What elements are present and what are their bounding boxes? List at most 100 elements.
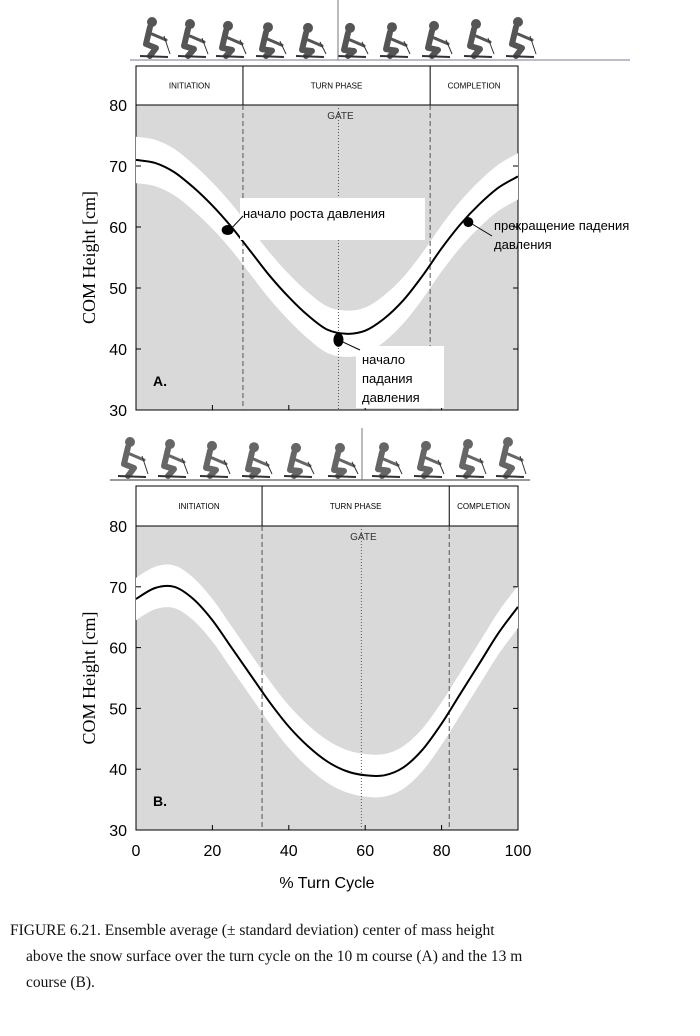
skier-figure-a-5 bbox=[295, 22, 327, 59]
caption-line-3: course (B). bbox=[26, 974, 95, 991]
skier-ski-b-4 bbox=[241, 475, 271, 478]
y-tick-label-a-60: 60 bbox=[109, 220, 127, 237]
skier-figure-b-5 bbox=[283, 442, 315, 479]
chart-b: INITIATION TURN PHASE COMPLETION GATE 30… bbox=[79, 485, 532, 892]
plot-area-a bbox=[135, 104, 519, 411]
skier-arm-a-1 bbox=[150, 32, 168, 42]
skier-arm-a-5 bbox=[306, 38, 324, 48]
phase-label-initiation-b: INITIATION bbox=[178, 502, 219, 511]
skier-arm-b-9 bbox=[466, 454, 484, 464]
gate-label-b: GATE bbox=[350, 532, 377, 543]
phase-label-turn-phase-a: TURN PHASE bbox=[311, 82, 363, 91]
skier-body-b-7 bbox=[375, 449, 391, 479]
skier-ski-a-4 bbox=[255, 55, 285, 58]
annotation-text-3-line-1: прекращение падения bbox=[494, 218, 629, 233]
skier-pole-a-2 bbox=[201, 37, 209, 55]
skier-arm-b-8 bbox=[424, 456, 442, 466]
skier-figure-b-2 bbox=[157, 439, 189, 479]
skier-arm-a-9 bbox=[474, 34, 492, 44]
caption-line-2: above the snow surface over the turn cyc… bbox=[26, 948, 523, 965]
skier-ski-a-3 bbox=[215, 55, 245, 58]
phase-label-completion-a: COMPLETION bbox=[448, 82, 501, 91]
x-tick-label-100: 100 bbox=[505, 843, 532, 860]
y-tick-label-b-30: 30 bbox=[109, 823, 127, 840]
y-tick-label-a-50: 50 bbox=[109, 281, 127, 298]
skier-body-b-1 bbox=[121, 444, 137, 479]
skier-arm-a-7 bbox=[390, 37, 408, 47]
annotation-text-2-line-3: давления bbox=[362, 390, 420, 405]
skier-pole-a-6 bbox=[361, 41, 369, 55]
skier-figure-a-6 bbox=[337, 22, 369, 59]
y-tick-label-a-30: 30 bbox=[109, 403, 127, 420]
y-tick-label-b-80: 80 bbox=[109, 519, 127, 536]
x-tick-label-40: 40 bbox=[280, 843, 298, 860]
skier-ski-b-8 bbox=[413, 475, 443, 478]
skier-body-b-10 bbox=[499, 444, 515, 479]
y-axis-label-b: COM Height [cm] bbox=[79, 612, 99, 745]
skier-pole-a-9 bbox=[487, 37, 495, 55]
skier-pole-a-8 bbox=[445, 39, 453, 55]
phase-label-completion-b: COMPLETION bbox=[457, 502, 510, 511]
y-tick-label-b-60: 60 bbox=[109, 641, 127, 658]
skier-figure-b-8 bbox=[413, 440, 445, 479]
skier-arm-a-10 bbox=[516, 32, 534, 42]
x-tick-label-60: 60 bbox=[356, 843, 374, 860]
phase-header-b bbox=[135, 485, 519, 527]
skier-arm-b-1 bbox=[128, 452, 146, 462]
annotation-box-1 bbox=[240, 198, 425, 240]
skier-body-a-10 bbox=[509, 24, 525, 59]
annotation-text-2-line-1: начало bbox=[362, 352, 405, 367]
skier-pole-b-7 bbox=[395, 460, 403, 475]
skier-figure-b-7 bbox=[371, 442, 403, 479]
skier-figure-b-4 bbox=[241, 442, 273, 479]
skier-ski-b-7 bbox=[371, 475, 401, 478]
phase-header-a bbox=[135, 65, 519, 106]
y-tick-label-a-70: 70 bbox=[109, 159, 127, 176]
skier-arm-b-6 bbox=[338, 458, 356, 468]
annotation-leader-1 bbox=[232, 215, 244, 228]
skier-pole-b-6 bbox=[351, 461, 359, 475]
y-tick-label-a-80: 80 bbox=[109, 98, 127, 115]
skier-ski-b-2 bbox=[157, 475, 187, 478]
skier-body-b-6 bbox=[331, 449, 347, 479]
skier-pole-b-1 bbox=[141, 455, 149, 475]
skier-figure-a-1 bbox=[139, 17, 171, 59]
annotation-text-3-line-2: давления bbox=[494, 237, 552, 252]
skier-arm-a-8 bbox=[432, 36, 450, 46]
skier-body-a-5 bbox=[299, 29, 315, 59]
phase-label-turn-phase-b: TURN PHASE bbox=[330, 502, 382, 511]
y-tick-label-b-40: 40 bbox=[109, 762, 127, 779]
skier-pole-b-4 bbox=[265, 460, 273, 475]
skier-ski-a-7 bbox=[379, 55, 409, 58]
annotation-leader-3 bbox=[472, 223, 493, 237]
skier-body-b-3 bbox=[203, 447, 219, 479]
skier-arm-a-2 bbox=[188, 34, 206, 44]
skier-figure-b-3 bbox=[199, 440, 231, 479]
skier-ski-a-10 bbox=[505, 55, 535, 58]
skier-body-a-3 bbox=[219, 27, 235, 59]
phase-label-initiation-a: INITIATION bbox=[169, 82, 210, 91]
skier-body-a-4 bbox=[259, 29, 275, 59]
skier-arm-a-4 bbox=[266, 37, 284, 47]
skier-body-a-2 bbox=[181, 26, 197, 59]
annotation-marker-3 bbox=[463, 217, 474, 228]
skier-body-a-6 bbox=[341, 29, 357, 59]
x-axis-b: 0 20 40 60 80 100 bbox=[132, 825, 532, 860]
skier-body-b-9 bbox=[459, 446, 475, 479]
skier-figure-b-6 bbox=[327, 442, 359, 479]
annotation-text-2-line-2: падания bbox=[362, 371, 413, 386]
annotation-text-1: начало роста давления bbox=[243, 206, 385, 221]
skier-pole-b-2 bbox=[181, 457, 189, 475]
skier-ski-b-6 bbox=[327, 475, 357, 478]
skier-figure-a-10 bbox=[505, 17, 537, 59]
skier-body-b-8 bbox=[417, 447, 433, 479]
skier-figure-b-1 bbox=[117, 437, 149, 479]
x-tick-label-20: 20 bbox=[204, 843, 222, 860]
y-axis-b: 30 40 50 60 70 80 bbox=[109, 519, 518, 840]
skier-body-b-5 bbox=[287, 449, 303, 479]
skier-arm-b-10 bbox=[506, 452, 524, 462]
y-axis-a: 30 40 50 60 70 80 bbox=[109, 98, 519, 420]
skier-ski-a-9 bbox=[463, 55, 493, 58]
skier-pole-b-9 bbox=[479, 457, 487, 475]
